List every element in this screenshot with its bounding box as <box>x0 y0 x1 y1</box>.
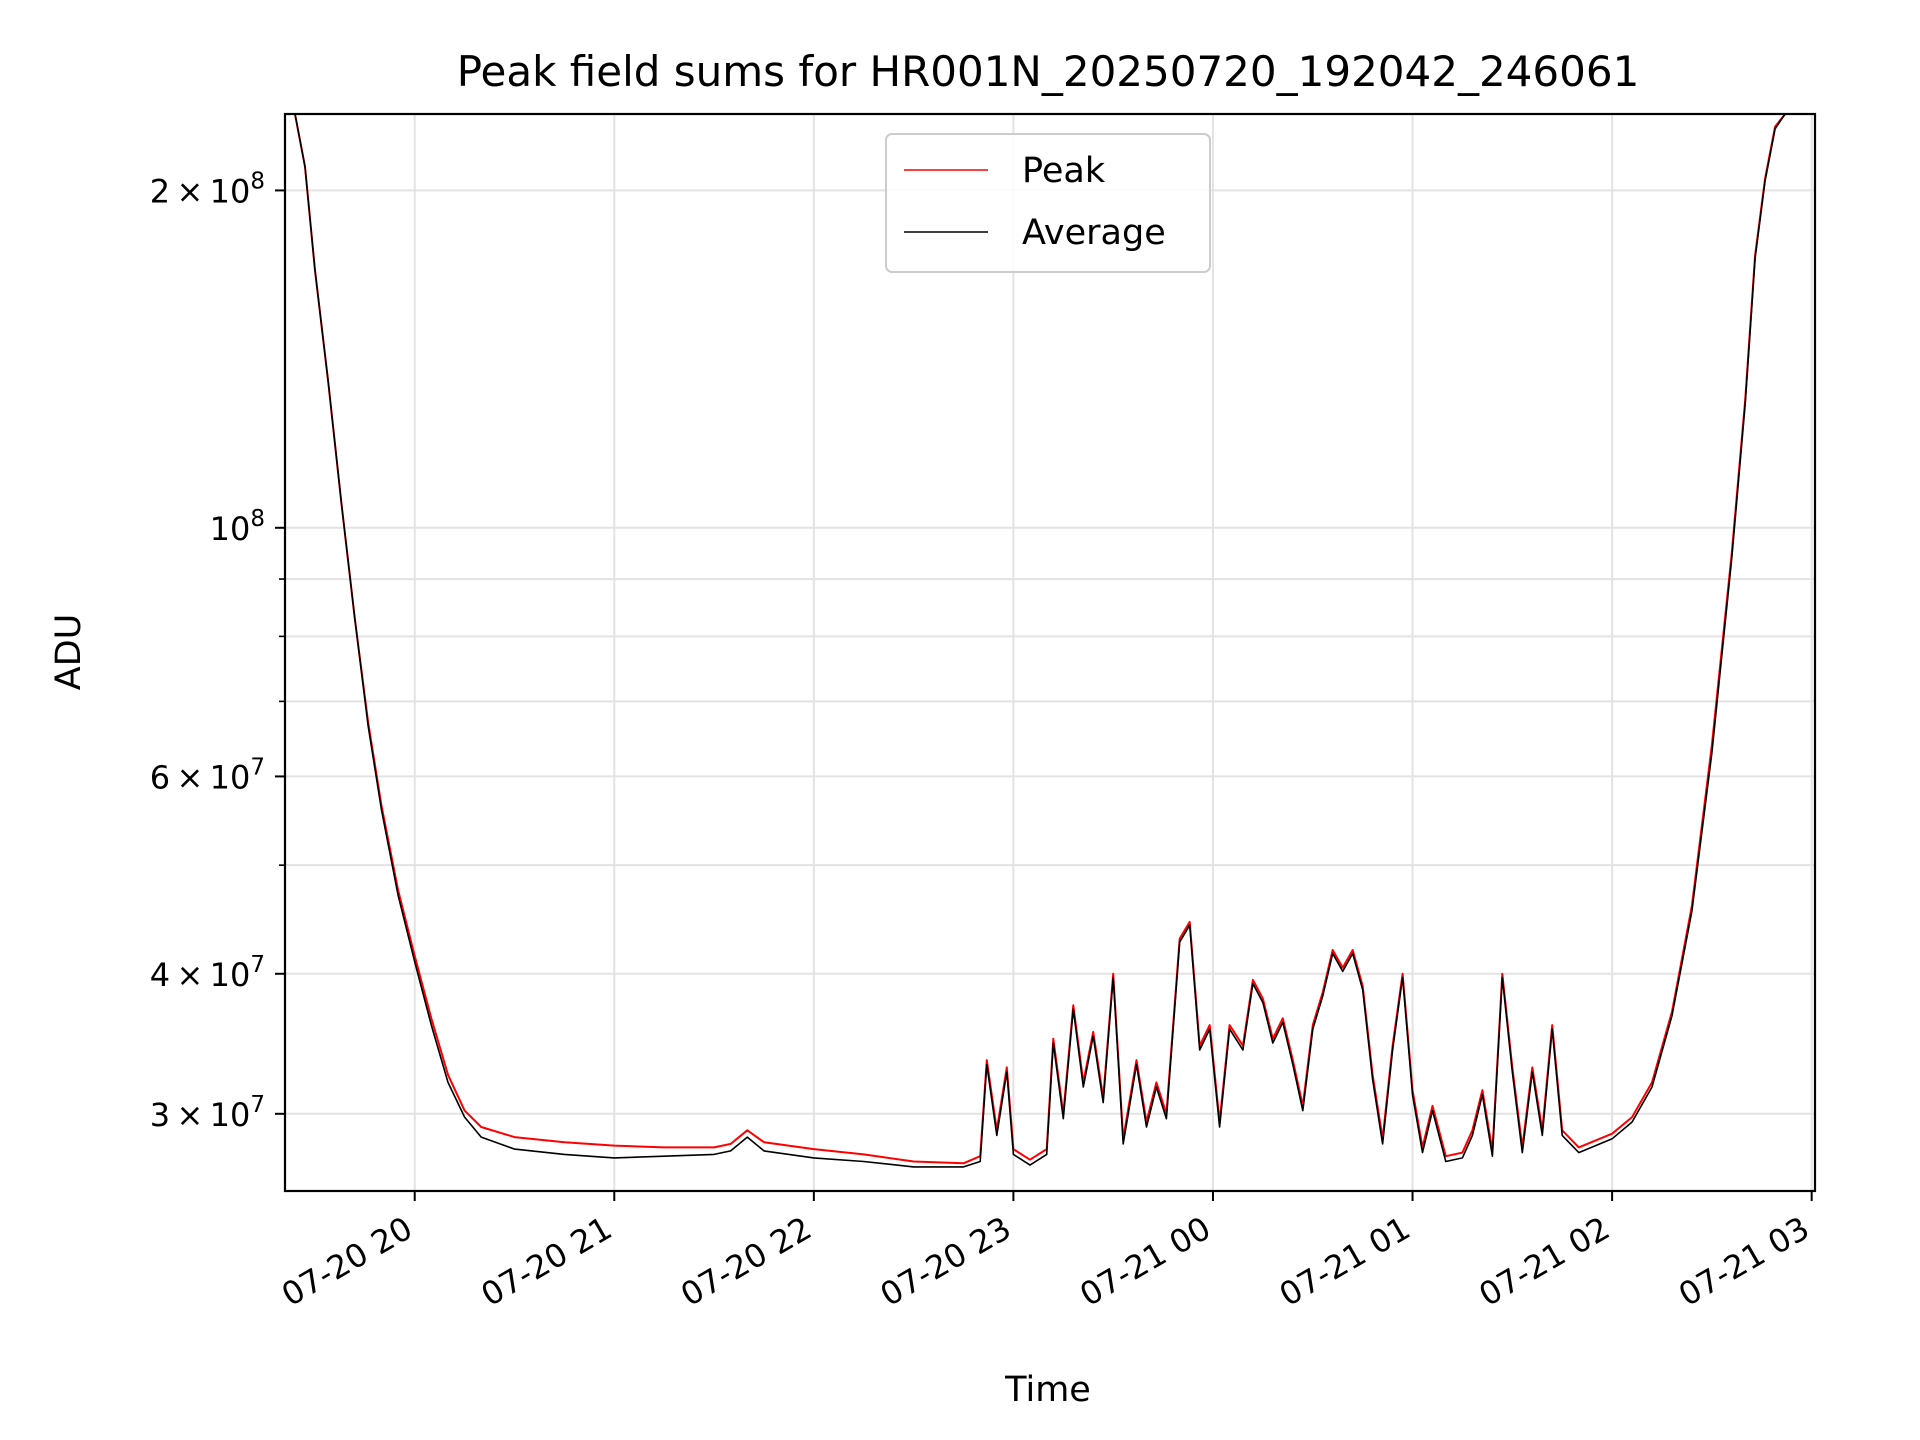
series-line-average <box>285 114 1786 1168</box>
y-axis-label: ADU <box>49 614 89 691</box>
plot-frame <box>283 112 1817 1193</box>
y-ticks: 3 × 107 4 × 107 6 × 107 108 2 × 108 <box>150 168 285 1134</box>
legend-label-average: Average <box>1022 213 1166 253</box>
legend-box <box>885 133 1211 273</box>
y-tick-label: 6 × 107 <box>150 754 265 796</box>
y-tick-label: 4 × 107 <box>150 952 265 994</box>
grid <box>285 114 1815 1191</box>
x-axis-label: Time <box>1004 1370 1091 1410</box>
y-tick-label: 2 × 108 <box>150 168 265 210</box>
chart-title: Peak field sums for HR001N_20250720_1920… <box>457 47 1640 96</box>
y-tick-label: 3 × 107 <box>150 1092 265 1134</box>
legend: Peak Average <box>885 133 1211 273</box>
legend-label-peak: Peak <box>1022 151 1106 191</box>
y-tick-label: 108 <box>210 506 265 548</box>
series-layer <box>285 114 1786 1168</box>
